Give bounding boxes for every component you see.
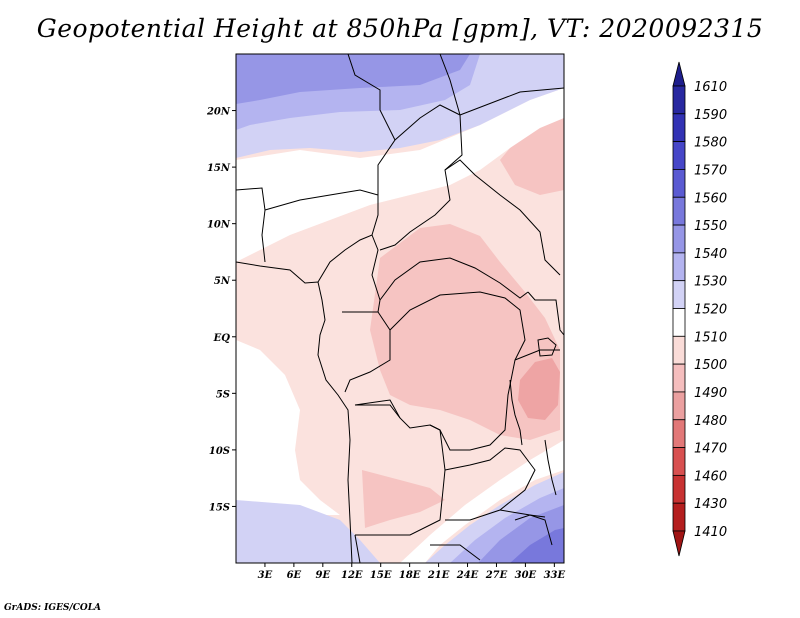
coastline <box>236 261 353 563</box>
colorbar-segment <box>672 447 686 476</box>
colorbar-segment <box>672 502 686 532</box>
colorbar: 1610 1590 1580 1570 1560 1550 1540 1530 1520 1510… <box>672 61 727 557</box>
lake-malawi <box>544 439 557 496</box>
border-east <box>514 291 564 361</box>
border-libya-sudan <box>347 54 396 141</box>
y-tick-label: 10N <box>207 220 231 231</box>
x-tick-label: 27E <box>485 570 508 581</box>
colorbar-top-arrow <box>672 61 686 87</box>
colorbar-segment <box>672 363 686 393</box>
colorbar-segment <box>672 419 686 448</box>
border-angola <box>355 404 446 536</box>
x-tick-label: 3E <box>258 570 273 581</box>
colorbar-segment <box>672 113 686 143</box>
zone-1490-angola <box>362 470 445 528</box>
border-nigeria-cameroon <box>317 234 381 313</box>
colorbar-segment <box>672 280 686 309</box>
colorbar-segment <box>672 141 686 170</box>
colorbar-label: 1460 <box>694 469 727 484</box>
zone-1510-north <box>236 88 564 262</box>
border-niger-nigeria <box>264 189 379 236</box>
x-axis-ticks: 3E 6E 9E 12E 15E 18E 21E 24E 27E 30E 33E <box>258 563 566 581</box>
country-borders <box>236 54 564 563</box>
zone-1510-southeast <box>400 440 564 563</box>
lake-tanganyika <box>509 379 523 446</box>
colorbar-label: 1530 <box>694 275 727 290</box>
lake-victoria <box>537 337 557 357</box>
colorbar-segment <box>672 224 686 254</box>
colorbar-segment <box>672 169 686 198</box>
colorbar-label: 1580 <box>694 136 727 151</box>
zone-1520-southwest <box>236 500 380 563</box>
border-south-sudan <box>444 159 561 276</box>
colorbar-label: 1470 <box>694 442 727 457</box>
border-drc <box>354 291 526 451</box>
border-congo <box>342 311 391 393</box>
colorbar-label: 1520 <box>694 303 727 318</box>
border-zambia <box>444 447 536 521</box>
y-tick-label: 15S <box>209 502 230 513</box>
map-frame <box>235 53 565 564</box>
y-tick-label: 15N <box>207 163 231 174</box>
border-egypt-sudan <box>439 54 461 116</box>
colorbar-bottom-arrow <box>672 530 686 557</box>
chart-title: Geopotential Height at 850hPa [gpm], VT:… <box>36 14 764 43</box>
x-tick-label: 9E <box>316 570 331 581</box>
colorbar-label: 1490 <box>694 386 727 401</box>
x-tick-label: 24E <box>456 570 479 581</box>
zone-1480-lakes <box>518 358 560 420</box>
zone-1540-north <box>236 54 470 104</box>
y-tick-label: 20N <box>206 107 231 118</box>
colorbar-segment <box>672 196 686 226</box>
y-tick-label: 5N <box>214 276 231 287</box>
colorbar-label: 1480 <box>694 414 727 429</box>
colorbar-segment <box>672 308 686 337</box>
colorbar-label: 1590 <box>694 108 727 123</box>
colorbar-label: 1410 <box>694 525 727 540</box>
colorbar-label: 1560 <box>694 191 727 206</box>
colorbar-segment <box>672 391 686 421</box>
field-shading <box>236 54 564 563</box>
y-tick-label: 10S <box>209 446 230 457</box>
x-tick-label: 12E <box>341 570 363 581</box>
x-tick-label: 21E <box>427 570 450 581</box>
x-tick-label: 18E <box>399 570 421 581</box>
x-tick-label: 15E <box>370 570 392 581</box>
colorbar-label: 1550 <box>694 219 727 234</box>
border-car <box>379 257 529 301</box>
border-sudan-east <box>459 87 564 116</box>
colorbar-label: 1540 <box>694 247 727 262</box>
lake-kariba <box>514 514 546 521</box>
colorbar-segment <box>672 474 686 504</box>
colorbar-label: 1610 <box>694 80 727 95</box>
colorbar-label: 1510 <box>694 330 727 345</box>
colorbar-segment <box>672 252 686 282</box>
x-tick-label: 30E <box>515 570 537 581</box>
colorbar-label: 1500 <box>694 358 727 373</box>
zone-1490-northeast <box>500 110 564 195</box>
border-south <box>354 509 553 563</box>
colorbar-label: 1430 <box>694 497 727 512</box>
colorbar-label: 1570 <box>694 163 727 178</box>
zone-1490-central <box>370 224 560 440</box>
y-tick-label: 5S <box>216 389 230 400</box>
zone-1510-southwest <box>236 340 340 515</box>
x-tick-label: 33E <box>544 570 566 581</box>
zone-1550-southeast <box>510 528 564 563</box>
y-axis-ticks: 20N 15N 10N 5N EQ 5S 10S 15S <box>206 107 236 513</box>
grads-credit: GrADS: IGES/COLA <box>4 603 102 613</box>
colorbar-segment <box>672 85 686 115</box>
y-tick-label: EQ <box>213 333 231 344</box>
x-tick-label: 6E <box>287 570 302 581</box>
colorbar-segment <box>672 335 686 365</box>
